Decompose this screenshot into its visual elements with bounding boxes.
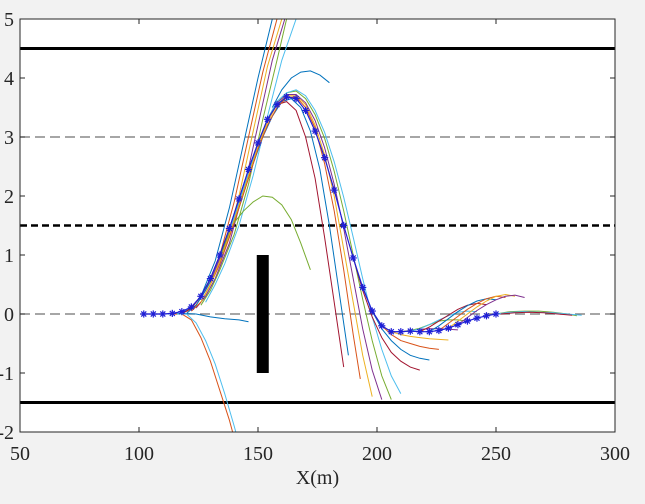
reference-path-marker [425,328,433,336]
x-tick-label: 150 [243,443,273,465]
reference-path-marker [397,328,405,336]
trajectory-line-31 [233,195,311,270]
trajectory-line-27 [500,311,573,316]
reference-path-marker [168,309,176,318]
trajectory-line-24 [457,294,525,326]
trajectory-line-20 [419,302,487,333]
trajectory-line-5 [205,19,297,303]
reference-path-marker [311,127,319,135]
reference-path-marker [368,307,376,315]
trajectory-line-32 [271,70,330,108]
reference-path-marker [244,165,253,174]
reference-path-marker [406,327,414,335]
reference-path-marker [159,310,167,318]
trajectory-line-30 [177,313,237,432]
reference-path-marker [454,321,462,329]
x-tick-label: 250 [481,443,511,465]
reference-path-marker [492,310,500,318]
reference-path-marker [263,115,272,123]
reference-path-marker [444,324,452,332]
trajectory-line-23 [448,293,516,329]
reference-path-marker [463,317,472,325]
axis-ticks: 50 100 150 200 250 300 -2 -1 0 1 2 3 4 5 [0,9,630,465]
reference-path-marker [292,95,300,103]
reference-path-marker [149,310,157,318]
trajectory-line-4 [200,19,288,306]
reference-path-marker [416,328,424,336]
reference-path-marker [282,93,291,101]
reference-path-marker [187,303,195,311]
x-tick-label: 50 [10,443,30,465]
reference-path-marker [321,154,329,162]
reference-path-marker [340,221,348,230]
y-tick-label: 2 [4,186,14,208]
reference-path-marker [178,308,186,316]
reference-path-marker [359,283,367,292]
reference-lines [20,47,615,404]
reference-path-marker [197,292,205,300]
obstacle-bar [256,255,269,373]
y-tick-label: 4 [4,68,14,90]
y-tick-label: 1 [4,245,14,267]
reference-path-marker [435,326,443,335]
reference-path-marker [216,251,224,259]
reference-path-marker [225,224,234,233]
y-tick-label: -1 [0,363,14,385]
reference-path-marker [235,195,243,203]
y-tick-label: 3 [4,127,14,149]
x-axis-title: X(m) [296,467,339,489]
reference-path-marker [387,328,395,336]
reference-path-marker [330,186,338,194]
reference-path-marker [473,314,481,322]
trajectory-line-13 [352,257,420,371]
reference-path-marker [302,106,310,115]
x-tick-label: 300 [600,443,630,465]
trajectory-line-29 [172,313,234,432]
reference-path-marker [273,100,281,109]
x-tick-label: 200 [362,443,392,465]
reference-path-marker [206,275,214,283]
reference-path-marker [349,254,357,262]
reference-path-layer [140,93,500,336]
reference-path-marker [254,139,262,147]
reference-path-marker [140,310,148,318]
plot-frame [19,18,616,433]
y-tick-label: 5 [4,9,14,31]
y-tick-label: -2 [0,422,14,444]
reference-path-marker [378,322,386,330]
reference-path-marker [482,312,491,320]
x-tick-label: 100 [124,443,154,465]
y-tick-label: 0 [4,304,14,326]
